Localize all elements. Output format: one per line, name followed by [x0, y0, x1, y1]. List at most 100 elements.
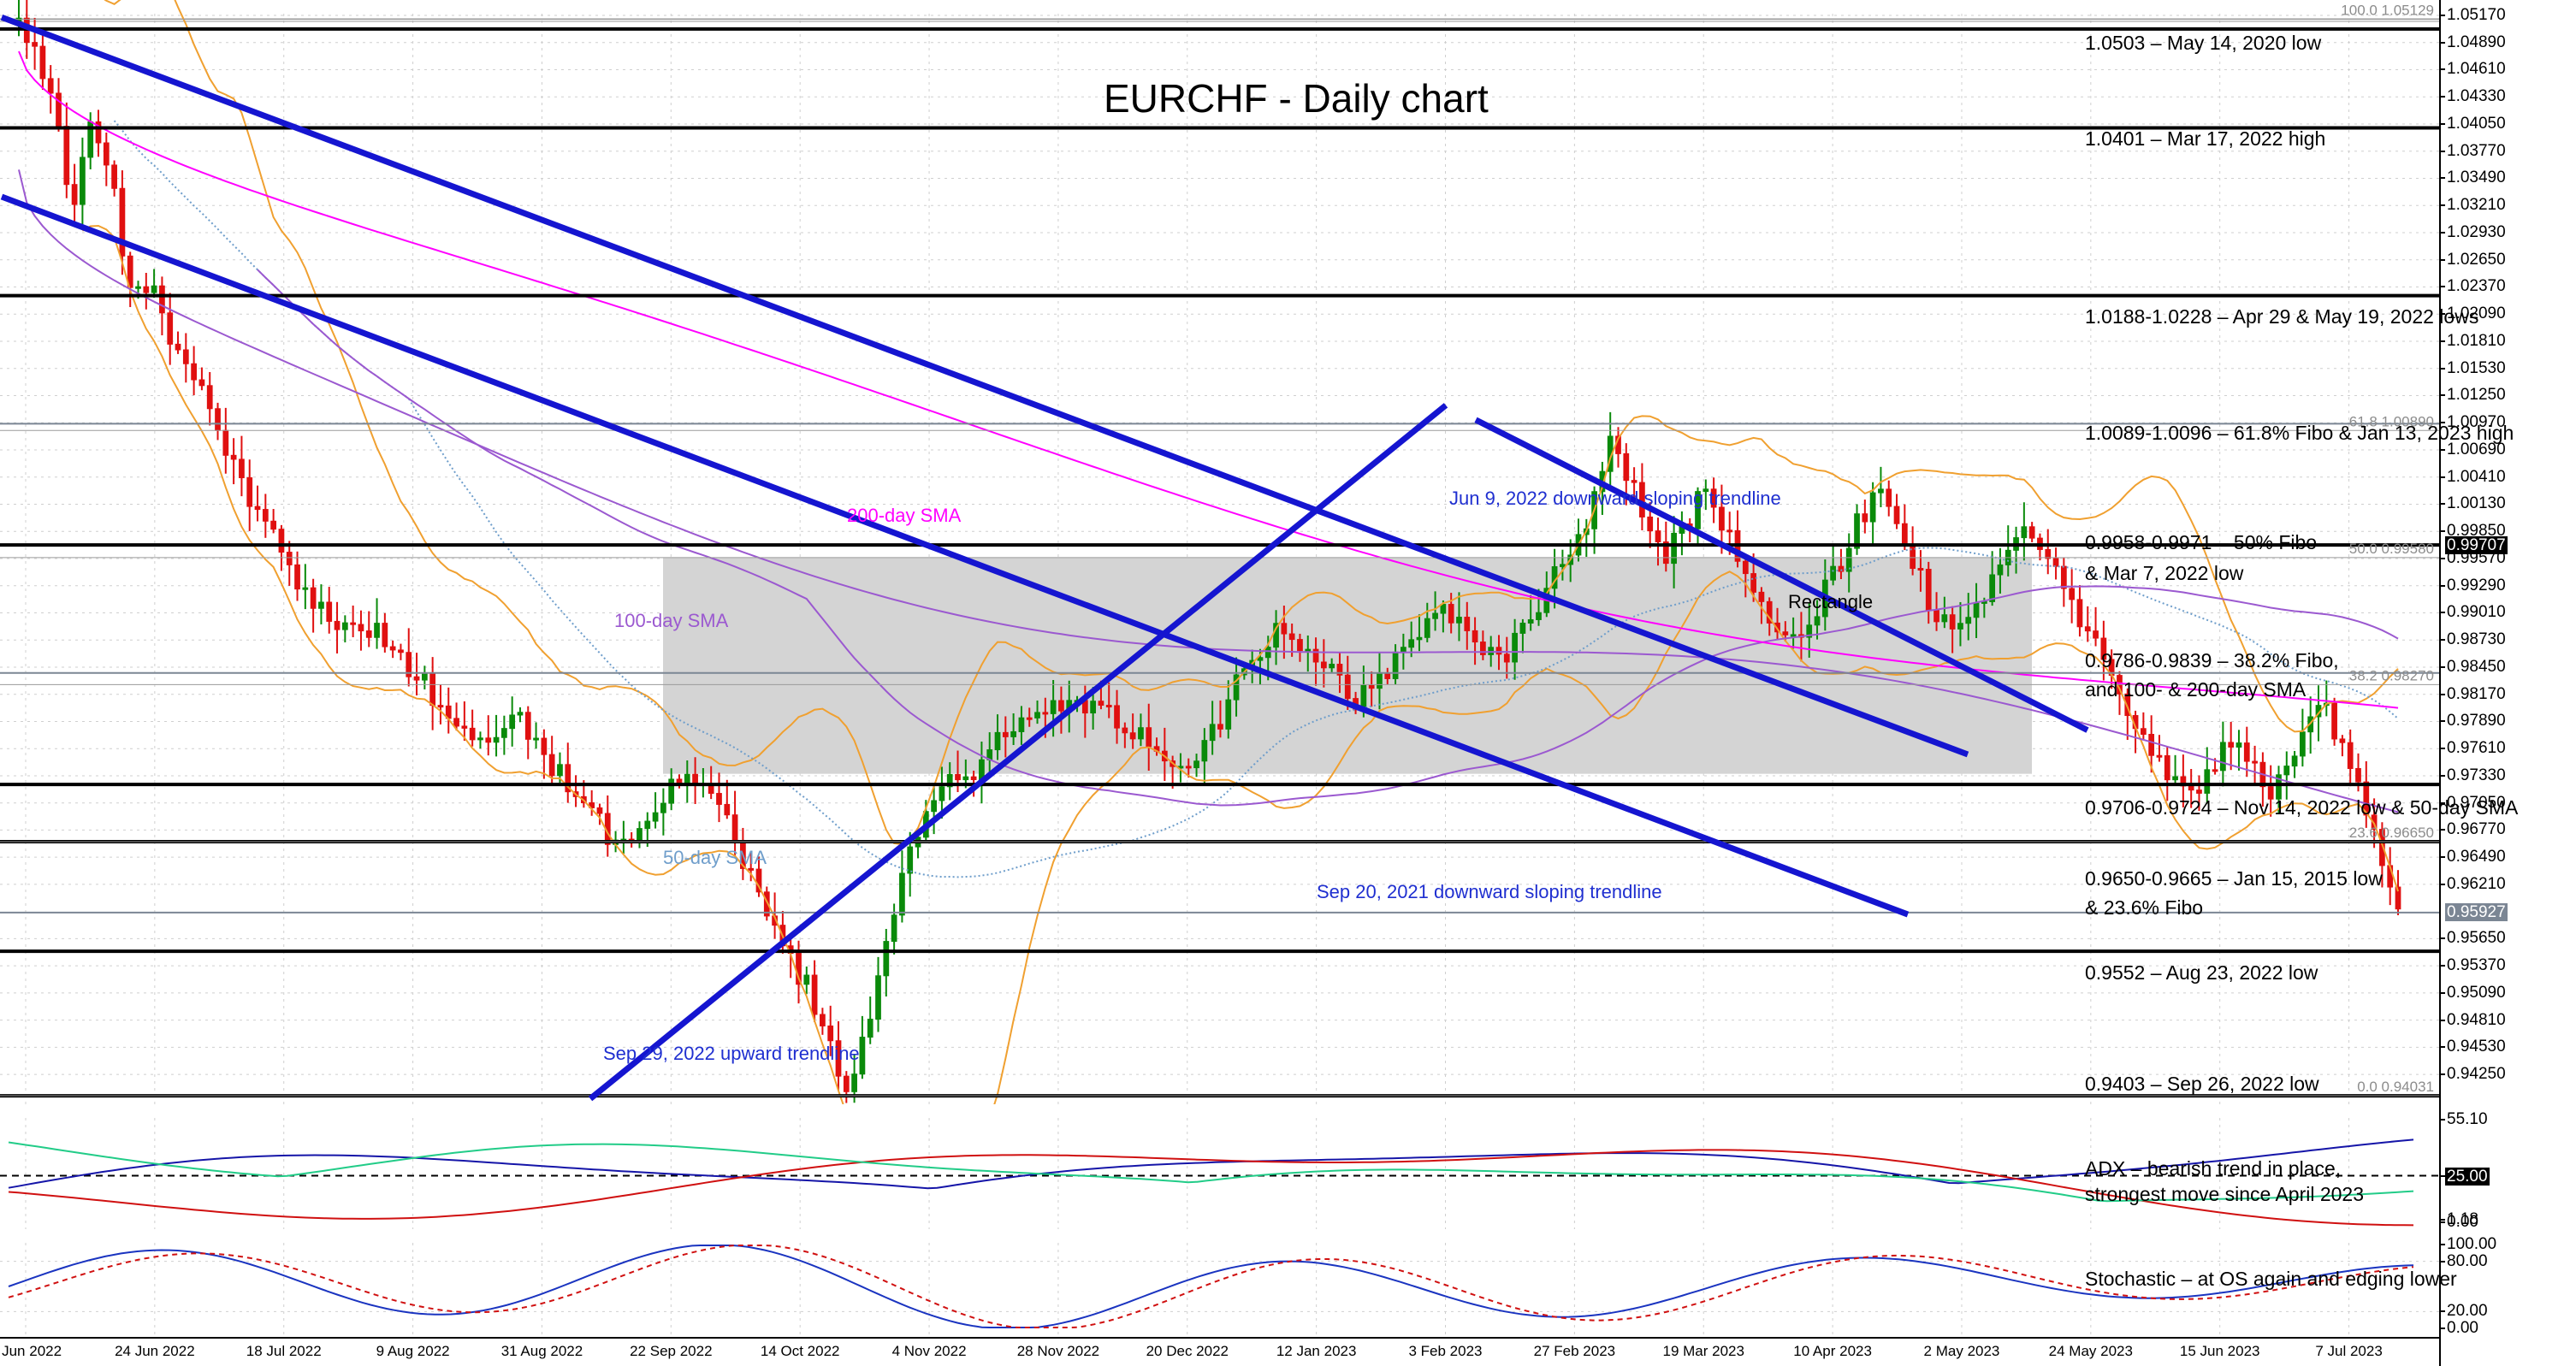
price-tick-label: 1.02370: [2447, 277, 2506, 296]
annotation-stoch-note: Stochastic – at OS again and edging lowe…: [2085, 1268, 2457, 1290]
tick-mark: [2439, 1119, 2445, 1121]
tick-mark: [2439, 503, 2445, 506]
current-price-marker-label: 0.99707: [2445, 536, 2508, 555]
price-tick-label: 0.97890: [2447, 712, 2506, 730]
tick-mark: [2439, 15, 2445, 16]
tick-mark: [2439, 1046, 2445, 1049]
date-tick-label: 20 Dec 2022: [1146, 1343, 1229, 1359]
date-axis-line: [0, 1337, 2439, 1339]
tick-mark: [2439, 720, 2445, 723]
tick-mark: [2439, 1260, 2445, 1263]
svg-text:50.0 0.99580: 50.0 0.99580: [2349, 541, 2434, 557]
price-scale[interactable]: 1.05170 1.04890 1.04610 1.04330 1.04050 1.037…: [2439, 0, 2576, 1366]
annotation-lvl-09650b: & 23.6% Fibo: [2085, 896, 2204, 919]
price-tick-label: 0.95090: [2447, 983, 2506, 1002]
date-tick-label: 28 Nov 2022: [1016, 1343, 1100, 1359]
date-tick-label: 7 Jul 2023: [2315, 1343, 2383, 1359]
price-tick-label: 0.96490: [2447, 848, 2506, 866]
svg-text:38.2 0.98270: 38.2 0.98270: [2349, 667, 2434, 683]
tick-mark: [2439, 286, 2445, 288]
label-rectangle: Rectangle: [1788, 591, 1874, 612]
annotation-lvl-10089: 1.0089-1.0096 – 61.8% Fibo & Jan 13, 202…: [2085, 422, 2514, 444]
annotation-lvl-09786b: and 100- & 200-day SMA: [2085, 678, 2307, 701]
tick-mark: [2439, 1221, 2445, 1223]
price-tick-label: 1.01250: [2447, 386, 2506, 405]
date-axis[interactable]: 2 Jun 2022 24 Jun 2022 18 Jul 2022 9 Aug 20…: [0, 1337, 2439, 1366]
price-tick-label: 0.99850: [2447, 522, 2506, 541]
date-tick-label: 19 Mar 2023: [1662, 1343, 1744, 1359]
price-tick-label: 0.98730: [2447, 630, 2506, 649]
tick-mark: [2439, 258, 2445, 261]
price-tick-label: 1.02650: [2447, 250, 2506, 269]
annotation-lvl-09958b: & Mar 7, 2022 low: [2085, 562, 2244, 584]
price-tick-label: 0.94250: [2447, 1065, 2506, 1084]
annotation-adx-note-2: strongest move since April 2023: [2085, 1183, 2365, 1205]
tick-mark: [2439, 204, 2445, 207]
tick-mark: [2439, 665, 2445, 668]
price-tick-label: 0.94530: [2447, 1038, 2506, 1056]
date-tick-label: 31 Aug 2022: [500, 1343, 583, 1359]
tick-mark: [2439, 422, 2445, 424]
tick-mark: [2439, 1310, 2445, 1313]
label-sma100: 100-day SMA: [614, 610, 729, 631]
price-tick-label: 1.05170: [2447, 6, 2506, 24]
label-sma50: 50-day SMA: [663, 847, 767, 868]
adx-tick-label: 0.00: [2447, 1213, 2478, 1231]
price-pane[interactable]: EURCHF, Daily: Euro vs Swiss Franc 100.0…: [0, 0, 2439, 1104]
tick-mark: [2439, 1328, 2445, 1329]
tick-mark: [2439, 1073, 2445, 1076]
stoch-tick-label: 20.00: [2447, 1302, 2488, 1321]
price-tick-label: 0.97050: [2447, 793, 2506, 812]
date-tick-label: 24 May 2023: [2048, 1343, 2133, 1359]
tick-mark: [2439, 801, 2445, 804]
price-tick-label: 1.04610: [2447, 60, 2506, 79]
tick-mark: [2439, 1244, 2445, 1245]
annotation-lvl-09403: 0.9403 – Sep 26, 2022 low: [2085, 1073, 2319, 1095]
adx-tick-label: 25.00: [2445, 1167, 2490, 1186]
date-tick-label: 4 Nov 2022: [891, 1343, 967, 1359]
date-tick-label: 22 Sep 2022: [630, 1343, 713, 1359]
price-tick-label: 0.98170: [2447, 684, 2506, 703]
tick-mark: [2439, 96, 2445, 98]
price-tick-label: 0.95370: [2447, 956, 2506, 975]
price-tick-label: 1.00690: [2447, 440, 2506, 458]
price-tick-label: 0.97610: [2447, 739, 2506, 758]
annotation-lvl-09552: 0.9552 – Aug 23, 2022 low: [2085, 961, 2318, 984]
price-tick-label: 1.04330: [2447, 87, 2506, 106]
price-tick-label: 0.97330: [2447, 766, 2506, 784]
adx-plot[interactable]: [0, 1106, 2439, 1229]
price-tick-label: 1.01530: [2447, 358, 2506, 377]
price-tick-label: 1.02090: [2447, 305, 2506, 323]
price-plot[interactable]: 100.0 1.05129 61.8 1.00890 50.0 0.99580 38.…: [0, 0, 2439, 1104]
date-tick-label: 14 Oct 2022: [760, 1343, 840, 1359]
price-tick-label: 1.02930: [2447, 222, 2506, 241]
stoch-tick-label: 100.00: [2447, 1235, 2497, 1253]
price-tick-label: 0.96210: [2447, 874, 2506, 893]
tick-mark: [2439, 557, 2445, 559]
adx-pane[interactable]: ADX(14) 46.90 4.97 26.43: [0, 1106, 2439, 1229]
annotation-adx-note-1: ADX – bearish trend in place,: [2085, 1157, 2342, 1180]
label-trendline-sep20: Sep 20, 2021 downward sloping trendline: [1317, 881, 1662, 902]
tick-mark: [2439, 394, 2445, 397]
price-tick-label: 1.00130: [2447, 494, 2506, 513]
stochastic-pane[interactable]: Stoch(20,5,5) 8.93 14.15: [0, 1231, 2439, 1337]
stochastic-plot[interactable]: [0, 1231, 2439, 1337]
price-scale-axis: [2439, 0, 2441, 1366]
tick-mark: [2439, 856, 2445, 859]
tick-mark: [2439, 150, 2445, 152]
label-sma200: 200-day SMA: [847, 505, 962, 526]
price-tick-label: 0.95650: [2447, 929, 2506, 948]
svg-text:0.0 0.94031: 0.0 0.94031: [2357, 1079, 2434, 1095]
stoch-tick-label: 0.00: [2447, 1319, 2478, 1337]
price-tick-label: 1.00970: [2447, 413, 2506, 432]
label-trendline-sep29: Sep 29, 2022 upward trendline: [603, 1043, 860, 1064]
price-tick-label: 1.00410: [2447, 467, 2506, 486]
label-trendline-jun9: Jun 9, 2022 downward sloping trendline: [1449, 488, 1781, 509]
tick-mark: [2439, 122, 2445, 125]
annotation-lvl-09650: 0.9650-0.9665 – Jan 15, 2015 low: [2085, 867, 2383, 890]
price-tick-label: 0.99290: [2447, 576, 2506, 594]
tick-mark: [2439, 693, 2445, 695]
tick-mark: [2439, 883, 2445, 885]
page-title: EURCHF - Daily chart: [1104, 76, 1489, 121]
